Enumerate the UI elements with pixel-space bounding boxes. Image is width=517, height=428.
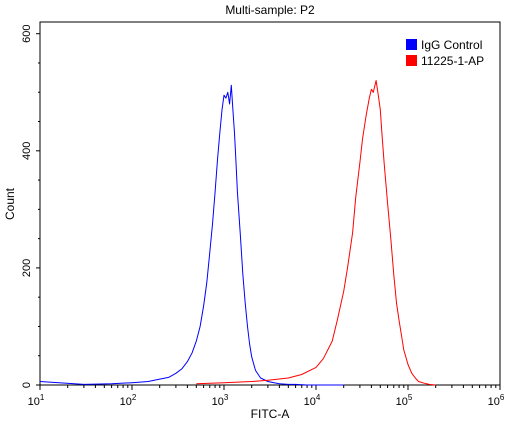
series-line-igg-control	[39, 84, 344, 386]
legend-label-igg-control: IgG Control	[421, 38, 482, 52]
series-group	[39, 80, 436, 386]
y-tick-label: 400	[21, 142, 33, 160]
plot-frame	[39, 21, 501, 386]
legend-swatch-igg-control	[406, 39, 417, 50]
y-axis: 0 200 400 600	[21, 25, 40, 388]
legend: IgG Control 11225-1-AP	[406, 38, 484, 68]
x-axis: 101 102 103 104 105 106	[28, 385, 505, 408]
legend-swatch-11225-1-ap	[406, 55, 417, 66]
x-tick-label: 105	[396, 393, 413, 408]
chart-title: Multi-sample: P2	[225, 3, 315, 17]
y-tick-label: 200	[21, 259, 33, 277]
x-axis-label: FITC-A	[251, 407, 290, 421]
x-tick-label: 106	[488, 393, 505, 408]
series-line-11225-1-ap	[196, 80, 436, 386]
y-axis-label: Count	[3, 187, 17, 220]
y-tick-label: 600	[21, 25, 33, 43]
y-tick-label: 0	[21, 382, 33, 388]
x-tick-label: 101	[28, 393, 45, 408]
legend-label-11225-1-ap: 11225-1-AP	[421, 54, 484, 68]
x-tick-label: 102	[120, 393, 137, 408]
x-tick-label: 104	[304, 393, 321, 408]
x-tick-label: 103	[212, 393, 229, 408]
